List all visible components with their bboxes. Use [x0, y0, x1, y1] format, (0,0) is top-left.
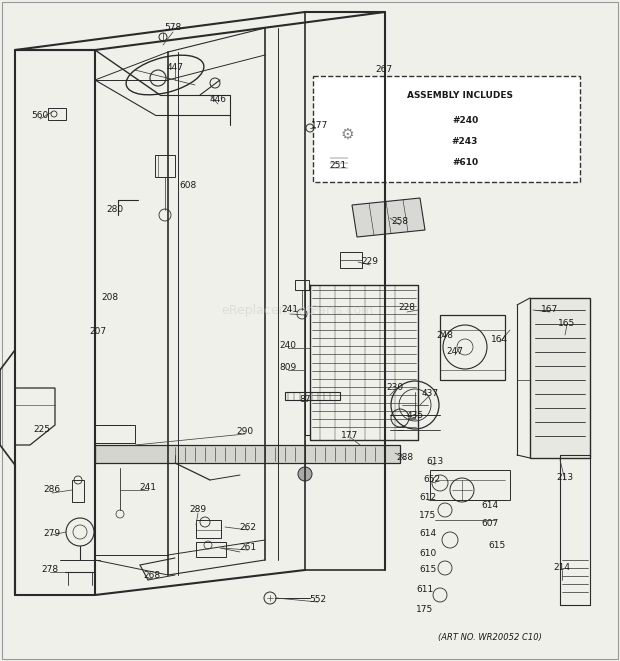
- Text: 164: 164: [492, 336, 508, 344]
- Text: 608: 608: [179, 180, 197, 190]
- Text: 261: 261: [239, 543, 257, 553]
- Bar: [48, 108, 66, 120]
- Text: 87: 87: [299, 395, 311, 405]
- Text: 177: 177: [342, 430, 358, 440]
- Text: 809: 809: [280, 364, 296, 373]
- Text: 290: 290: [236, 428, 254, 436]
- Bar: [440, 315, 505, 380]
- Text: 175: 175: [417, 605, 433, 615]
- Text: 175: 175: [419, 512, 436, 520]
- Bar: [196, 520, 221, 538]
- Text: 225: 225: [33, 426, 50, 434]
- Text: #240: #240: [452, 116, 478, 125]
- Text: 614: 614: [482, 500, 498, 510]
- Bar: [313, 76, 580, 182]
- Polygon shape: [352, 198, 425, 237]
- Bar: [196, 542, 226, 557]
- Text: 167: 167: [541, 305, 559, 315]
- Bar: [95, 445, 400, 463]
- Text: 435: 435: [407, 410, 423, 420]
- Text: 288: 288: [396, 453, 414, 461]
- Text: 228: 228: [399, 303, 415, 313]
- Circle shape: [298, 467, 312, 481]
- Text: 612: 612: [420, 494, 436, 502]
- Text: 208: 208: [102, 293, 118, 303]
- Text: 229: 229: [361, 258, 378, 266]
- Text: 251: 251: [329, 161, 347, 169]
- Text: 446: 446: [210, 95, 226, 104]
- Text: 615: 615: [419, 566, 436, 574]
- Bar: [155, 155, 175, 177]
- Bar: [340, 252, 362, 268]
- Text: 177: 177: [311, 120, 329, 130]
- Text: 262: 262: [239, 522, 257, 531]
- Text: #610: #610: [452, 158, 478, 167]
- Text: 286: 286: [43, 485, 61, 494]
- Text: 267: 267: [376, 65, 393, 74]
- Text: 279: 279: [43, 529, 61, 537]
- Bar: [295, 280, 309, 290]
- Bar: [95, 425, 135, 443]
- Bar: [430, 470, 510, 500]
- Text: #243: #243: [452, 137, 478, 146]
- Text: (ART NO. WR20052 C10): (ART NO. WR20052 C10): [438, 633, 542, 642]
- Text: 214: 214: [554, 563, 570, 572]
- Text: ASSEMBLY INCLUDES: ASSEMBLY INCLUDES: [407, 91, 513, 100]
- Text: 230: 230: [386, 383, 404, 391]
- Text: 552: 552: [309, 596, 327, 605]
- Bar: [330, 152, 348, 174]
- Text: 289: 289: [190, 506, 206, 514]
- Text: 615: 615: [489, 541, 506, 549]
- Text: 213: 213: [556, 473, 574, 483]
- Text: 610: 610: [419, 549, 436, 557]
- Text: 247: 247: [446, 348, 464, 356]
- Text: 240: 240: [280, 340, 296, 350]
- Text: 613: 613: [427, 457, 444, 467]
- Text: 258: 258: [391, 217, 409, 227]
- Bar: [285, 392, 340, 400]
- Text: ⚙: ⚙: [341, 127, 355, 141]
- Text: 248: 248: [436, 330, 453, 340]
- Text: 607: 607: [481, 518, 498, 527]
- Polygon shape: [530, 298, 590, 458]
- Text: 447: 447: [167, 63, 184, 73]
- Text: 280: 280: [107, 206, 123, 215]
- Bar: [72, 480, 84, 502]
- Text: 207: 207: [89, 327, 107, 336]
- Text: 268: 268: [143, 570, 161, 580]
- Text: 578: 578: [164, 24, 182, 32]
- Text: eReplacementParts.com: eReplacementParts.com: [221, 304, 374, 317]
- Text: 278: 278: [42, 566, 58, 574]
- Text: 611: 611: [417, 586, 433, 594]
- Text: 614: 614: [420, 529, 436, 539]
- Text: 241: 241: [281, 305, 298, 315]
- Text: 652: 652: [423, 475, 441, 485]
- Text: 165: 165: [559, 319, 575, 327]
- Text: 437: 437: [422, 389, 438, 397]
- Text: 560: 560: [32, 110, 48, 120]
- Text: 241: 241: [140, 483, 156, 492]
